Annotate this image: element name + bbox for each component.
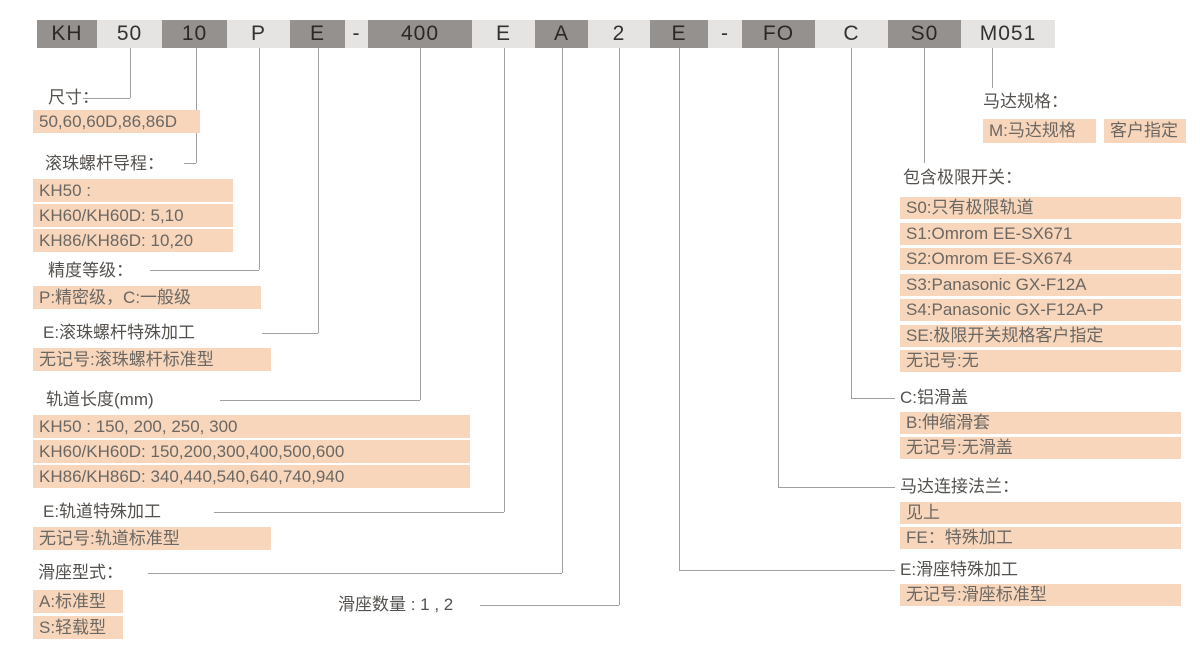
connector-slider-type-v — [562, 48, 563, 573]
connector-length-v — [420, 48, 421, 400]
connector-slider-e-h — [679, 570, 895, 571]
connector-flange-v — [778, 48, 779, 487]
rail-length-option-chip: KH50 : 150, 200, 250, 300 — [33, 415, 470, 438]
slider-special-option-chip: 无记号:滑座标准型 — [900, 584, 1181, 606]
connector-flange-h — [778, 487, 895, 488]
connector-cover-v — [851, 48, 852, 398]
limit-switch-option-chip: 无记号:无 — [900, 350, 1181, 372]
motor-spec-label: 马达规格： — [983, 92, 1068, 111]
code-segment-flange: FO — [742, 20, 815, 48]
limit-switch-option-chip: S0:只有极限轨道 — [900, 197, 1181, 219]
connector-lead-v — [196, 48, 197, 163]
motor-option-chip: M:马达规格 — [983, 119, 1096, 143]
code-segment-slider-e: E — [650, 20, 708, 48]
code-segment-accuracy: P — [227, 20, 290, 48]
cover-option-chip: B:伸缩滑套 — [900, 412, 1181, 434]
flange-label: 马达连接法兰： — [900, 477, 1019, 496]
accuracy-option-chip: P:精密级，C:一般级 — [33, 286, 261, 309]
limit-switch-option-chip: S2:Omrom EE-SX674 — [900, 248, 1181, 270]
connector-size-v — [130, 48, 131, 98]
code-segment-slider-type: A — [535, 20, 588, 48]
cover-label: C:铝滑盖 — [900, 388, 968, 407]
connector-slider-type-h — [148, 573, 562, 574]
accuracy-label: 精度等级： — [48, 261, 133, 280]
code-segment-size: 50 — [97, 20, 162, 48]
slider-special-label: E:滑座特殊加工 — [900, 560, 1019, 579]
limit-switch-option-chip: S3:Panasonic GX-F12A — [900, 274, 1181, 296]
model-code-bar: KH 50 10 P E - 400 E A 2 E - FO C S0 M05… — [37, 20, 1055, 48]
code-segment-motor: M051 — [961, 20, 1055, 48]
code-segment-rail-e: E — [472, 20, 535, 48]
code-segment-dash1: - — [345, 20, 368, 48]
connector-slider-e-v — [679, 48, 680, 570]
limit-switch-label: 包含极限开关： — [903, 168, 1022, 187]
limit-switch-option-chip: S1:Omrom EE-SX671 — [900, 223, 1181, 245]
lead-option-chip: KH50 : — [33, 179, 233, 202]
size-label: 尺寸： — [48, 88, 99, 107]
code-segment-length: 400 — [368, 20, 472, 48]
connector-length-h — [220, 400, 420, 401]
connector-size-h — [83, 98, 130, 99]
connector-slider-qty-h — [480, 605, 619, 606]
connector-rail-h — [214, 512, 504, 513]
code-segment-lead: 10 — [162, 20, 227, 48]
connector-accuracy-v — [259, 48, 260, 270]
rail-length-label: 轨道长度(mm) — [46, 390, 154, 409]
code-segment-switch: S0 — [888, 20, 961, 48]
ballscrew-special-label: E:滚珠螺杆特殊加工 — [43, 323, 196, 342]
rail-special-label: E:轨道特殊加工 — [43, 502, 162, 521]
slider-type-label: 滑座型式： — [38, 563, 123, 582]
connector-rail-v — [504, 48, 505, 512]
cover-option-chip: 无记号:无滑盖 — [900, 437, 1181, 459]
connector-cover-h — [851, 398, 895, 399]
code-segment-slider-qty: 2 — [588, 20, 650, 48]
connector-slider-qty-v — [619, 48, 620, 605]
code-segment-series: KH — [37, 20, 97, 48]
connector-lead-h — [184, 163, 196, 164]
slider-type-option-chip: A:标准型 — [33, 590, 123, 613]
code-segment-ballscrew-e: E — [290, 20, 345, 48]
connector-ballscrew-h — [262, 333, 318, 334]
connector-switch-v — [924, 48, 925, 163]
flange-option-chip: 见上 — [900, 502, 1181, 524]
code-segment-dash2: - — [708, 20, 742, 48]
limit-switch-option-chip: SE:极限开关规格客户指定 — [900, 325, 1181, 347]
rail-length-option-chip: KH60/KH60D: 150,200,300,400,500,600 — [33, 440, 470, 463]
connector-accuracy-h — [150, 270, 259, 271]
connector-motor-v — [992, 48, 993, 88]
connector-ballscrew-v — [318, 48, 319, 333]
lead-label: 滚珠螺杆导程： — [45, 154, 164, 173]
rail-option-chip: 无记号:轨道标准型 — [33, 527, 271, 550]
motor-option-chip: 客户指定 — [1104, 119, 1186, 143]
slider-qty-label: 滑座数量 : 1 , 2 — [338, 595, 454, 614]
code-segment-cover: C — [815, 20, 888, 48]
lead-option-chip: KH86/KH86D: 10,20 — [33, 229, 233, 252]
lead-option-chip: KH60/KH60D: 5,10 — [33, 204, 233, 227]
ballscrew-option-chip: 无记号:滚珠螺杆标准型 — [33, 348, 271, 371]
size-option-chip: 50,60,60D,86,86D — [33, 110, 200, 133]
flange-option-chip: FE：特殊加工 — [900, 527, 1181, 549]
rail-length-option-chip: KH86/KH86D: 340,440,540,640,740,940 — [33, 465, 470, 488]
slider-type-option-chip: S:轻载型 — [33, 616, 123, 639]
limit-switch-option-chip: S4:Panasonic GX-F12A-P — [900, 299, 1181, 321]
